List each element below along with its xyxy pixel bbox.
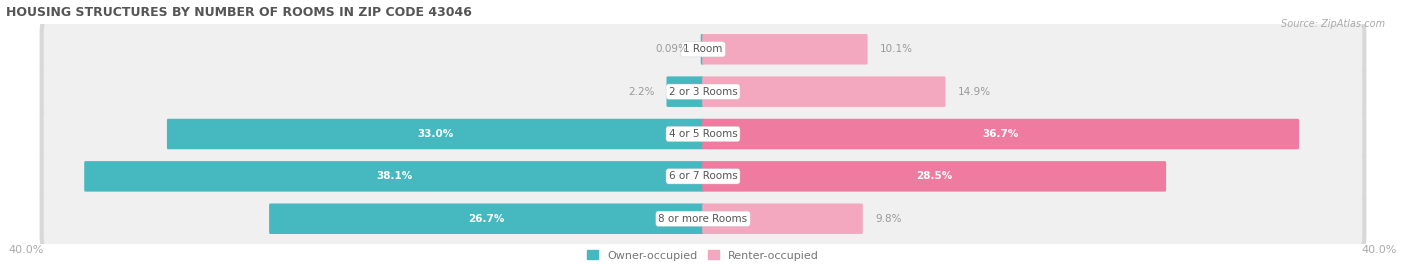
- FancyBboxPatch shape: [84, 161, 704, 192]
- FancyBboxPatch shape: [700, 34, 704, 65]
- Text: 1 Room: 1 Room: [683, 44, 723, 54]
- FancyBboxPatch shape: [666, 76, 704, 107]
- FancyBboxPatch shape: [44, 146, 1362, 207]
- FancyBboxPatch shape: [44, 18, 1362, 80]
- Text: 14.9%: 14.9%: [957, 87, 991, 97]
- FancyBboxPatch shape: [702, 76, 945, 107]
- Text: 2.2%: 2.2%: [628, 87, 654, 97]
- FancyBboxPatch shape: [702, 119, 1299, 149]
- Text: 10.1%: 10.1%: [880, 44, 912, 54]
- FancyBboxPatch shape: [39, 15, 1367, 84]
- FancyBboxPatch shape: [39, 100, 1367, 168]
- Text: Source: ZipAtlas.com: Source: ZipAtlas.com: [1281, 19, 1385, 29]
- Text: 8 or more Rooms: 8 or more Rooms: [658, 214, 748, 224]
- FancyBboxPatch shape: [44, 103, 1362, 165]
- FancyBboxPatch shape: [39, 185, 1367, 253]
- FancyBboxPatch shape: [44, 61, 1362, 123]
- Text: 28.5%: 28.5%: [915, 171, 952, 181]
- Text: 40.0%: 40.0%: [8, 245, 44, 255]
- FancyBboxPatch shape: [702, 203, 863, 234]
- Text: 26.7%: 26.7%: [468, 214, 505, 224]
- Text: 4 or 5 Rooms: 4 or 5 Rooms: [669, 129, 737, 139]
- FancyBboxPatch shape: [44, 188, 1362, 250]
- FancyBboxPatch shape: [167, 119, 704, 149]
- Text: HOUSING STRUCTURES BY NUMBER OF ROOMS IN ZIP CODE 43046: HOUSING STRUCTURES BY NUMBER OF ROOMS IN…: [6, 6, 471, 19]
- Legend: Owner-occupied, Renter-occupied: Owner-occupied, Renter-occupied: [582, 246, 824, 265]
- FancyBboxPatch shape: [702, 34, 868, 65]
- Text: 36.7%: 36.7%: [983, 129, 1019, 139]
- Text: 38.1%: 38.1%: [375, 171, 412, 181]
- Text: 33.0%: 33.0%: [418, 129, 454, 139]
- FancyBboxPatch shape: [39, 57, 1367, 126]
- Text: 6 or 7 Rooms: 6 or 7 Rooms: [669, 171, 737, 181]
- FancyBboxPatch shape: [39, 142, 1367, 211]
- Text: 0.09%: 0.09%: [655, 44, 689, 54]
- Text: 9.8%: 9.8%: [875, 214, 901, 224]
- FancyBboxPatch shape: [702, 161, 1166, 192]
- Text: 40.0%: 40.0%: [1362, 245, 1398, 255]
- FancyBboxPatch shape: [269, 203, 704, 234]
- Text: 2 or 3 Rooms: 2 or 3 Rooms: [669, 87, 737, 97]
